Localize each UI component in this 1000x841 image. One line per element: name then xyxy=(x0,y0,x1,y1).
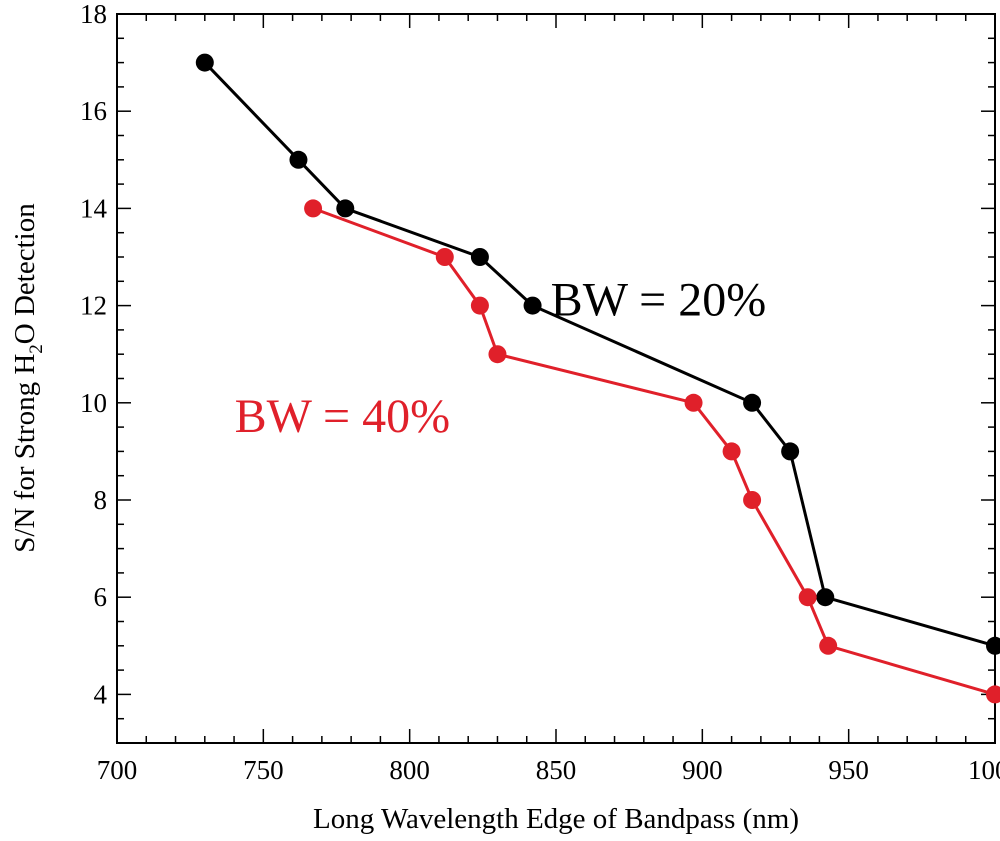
data-point xyxy=(336,199,355,218)
x-tick-label: 700 xyxy=(97,755,138,785)
data-point xyxy=(435,248,454,266)
data-point xyxy=(722,442,741,461)
x-tick-label: 800 xyxy=(389,755,430,785)
y-tick-label: 6 xyxy=(94,582,108,612)
x-tick-label: 950 xyxy=(828,755,869,785)
series-1 xyxy=(195,53,1000,655)
y-tick-label: 16 xyxy=(80,96,107,126)
data-point xyxy=(488,345,507,364)
y-axis-title: S/N for Strong H2O Detection xyxy=(9,203,47,553)
data-point xyxy=(986,685,1000,704)
y-tick-label: 10 xyxy=(80,388,107,418)
data-point xyxy=(289,150,308,169)
data-point xyxy=(684,393,703,412)
data-point xyxy=(195,53,214,72)
y-tick-label: 8 xyxy=(94,485,108,515)
y-axis-title-main: S/N for Strong H xyxy=(9,354,41,553)
data-point xyxy=(819,636,838,655)
x-tick-label: 750 xyxy=(243,755,284,785)
data-point xyxy=(743,491,762,509)
data-point xyxy=(986,636,1000,655)
y-axis-title-rest: O Detection xyxy=(9,203,41,344)
data-point xyxy=(798,588,817,607)
y-tick-label: 14 xyxy=(80,193,108,223)
y-tick-label: 18 xyxy=(80,0,107,29)
series-annotation: BW = 20% xyxy=(551,273,767,326)
data-point xyxy=(304,199,323,218)
x-tick-label: 1000 xyxy=(968,755,1000,785)
data-point xyxy=(743,393,762,412)
data-point xyxy=(470,248,489,266)
series-annotation: BW = 40% xyxy=(235,390,451,443)
data-point xyxy=(816,588,835,607)
annotations: BW = 20% BW = 40% xyxy=(235,273,767,443)
x-tick-label: 850 xyxy=(536,755,577,785)
series-layer xyxy=(195,53,1000,704)
series-line xyxy=(203,61,996,648)
y-tick-label: 4 xyxy=(94,679,108,709)
axis-ticks: 700 750 800 850 900 950 1000 4 6 8 10 12 14 16 18 xyxy=(80,0,1000,785)
data-point xyxy=(781,442,800,461)
x-axis-title: Long Wavelength Edge of Bandpass (nm) xyxy=(313,803,799,835)
series-2 xyxy=(304,199,1000,704)
series-line xyxy=(312,206,996,696)
y-axis-title-subscript: 2 xyxy=(26,344,47,354)
data-point xyxy=(470,296,489,315)
data-point xyxy=(523,296,542,315)
x-tick-label: 900 xyxy=(682,755,723,785)
y-tick-label: 12 xyxy=(80,291,107,321)
plot-frame xyxy=(116,13,996,744)
